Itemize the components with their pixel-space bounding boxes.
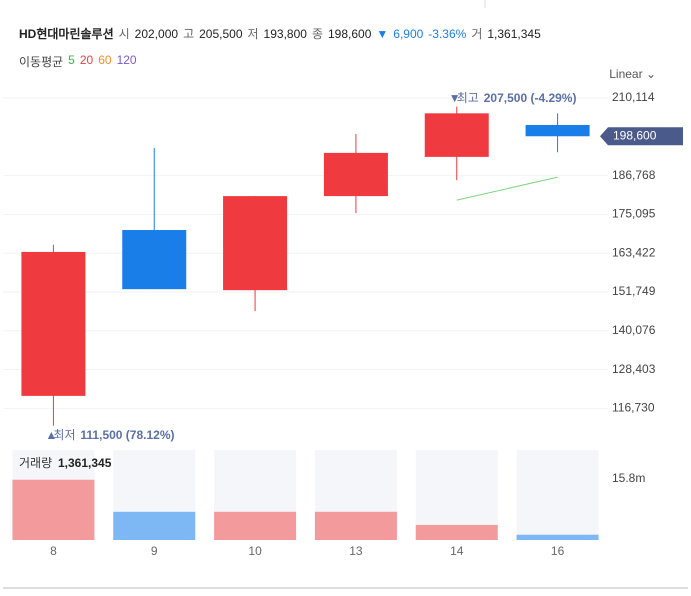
x-tick-label: 8 (50, 544, 57, 558)
candle-body (424, 113, 489, 157)
current-price-label: 198,600 (613, 128, 657, 142)
candle-body (525, 124, 590, 137)
low_mark-name: 최저 (53, 428, 75, 442)
x-tick-label: 10 (248, 544, 262, 558)
volume-bg (516, 450, 599, 540)
volume-bar (314, 511, 397, 540)
close-label: 종 (311, 27, 323, 41)
dropdown-icon: ⌄ (645, 67, 656, 81)
volume-bar (113, 511, 196, 540)
volume-bar (12, 479, 95, 540)
y-tick-label: 128,403 (612, 362, 656, 376)
y-tick-label: 175,095 (612, 207, 656, 221)
open-label: 시 (118, 27, 130, 41)
ma-legend: 이동평균 5 20 60 120 (19, 53, 137, 70)
ma-legend-item: 20 (79, 53, 94, 67)
volume-label: 거 (471, 27, 483, 41)
volume-title-value: 1,361,345 (58, 456, 112, 470)
ma-title: 이동평균 (19, 55, 64, 69)
x-tick-label: 13 (349, 544, 363, 558)
change-value: 6,900 (393, 26, 424, 41)
low-value: 193,800 (263, 26, 307, 41)
candle-body (323, 152, 388, 197)
volume-bar (516, 534, 599, 540)
low-label: 저 (247, 27, 259, 41)
volume-value: 1,361,345 (487, 26, 541, 41)
change-percent: -3.36% (428, 26, 467, 41)
volume-title: 거래량 (19, 456, 52, 470)
ma-legend-item: 120 (116, 53, 137, 67)
y-tick-label: 116,730 (612, 401, 655, 415)
scale-mode-label: Linear (609, 67, 643, 81)
low_mark-label: 111,500 (78.12%) (80, 428, 174, 442)
y-tick-label: 151,749 (612, 284, 656, 298)
ma-legend-item: 60 (98, 53, 112, 67)
close-value: 198,600 (327, 26, 372, 41)
y-tick-label: 163,422 (612, 245, 656, 259)
x-tick-label: 14 (450, 544, 464, 558)
change-arrow: ▼ (376, 26, 389, 41)
volume-tick-label: 15.8m (612, 471, 645, 485)
y-tick-label: 140,076 (612, 323, 656, 337)
volume-bar (415, 524, 498, 540)
stock-name: HD현대마린솔루션 (19, 27, 114, 41)
high_mark-arrow: ▼ (449, 91, 461, 105)
candle-body (21, 251, 86, 396)
x-tick-label: 9 (151, 544, 158, 558)
y-tick-label: 210,114 (612, 90, 655, 104)
header: HD현대마린솔루션 시 202,000 고 205,500 저 193,800 종 19… (19, 25, 541, 42)
current-price-tag (600, 127, 683, 146)
high-label: 고 (183, 27, 195, 41)
ma-line (456, 176, 558, 201)
volume-bar (214, 511, 297, 540)
candle-body (122, 230, 187, 290)
scale-mode[interactable]: Linear ⌄ (609, 67, 656, 81)
low_mark-arrow: ▲ (45, 428, 57, 442)
high-value: 205,500 (199, 26, 243, 41)
candle-body (223, 196, 288, 291)
x-tick-label: 16 (551, 544, 565, 558)
y-tick-label: 186,768 (612, 168, 656, 182)
high_mark-name: 최고 (457, 91, 479, 105)
open-value: 202,000 (134, 26, 179, 41)
ma-legend-item: 5 (68, 53, 75, 67)
high_mark-label: 207,500 (-4.29%) (484, 91, 577, 105)
